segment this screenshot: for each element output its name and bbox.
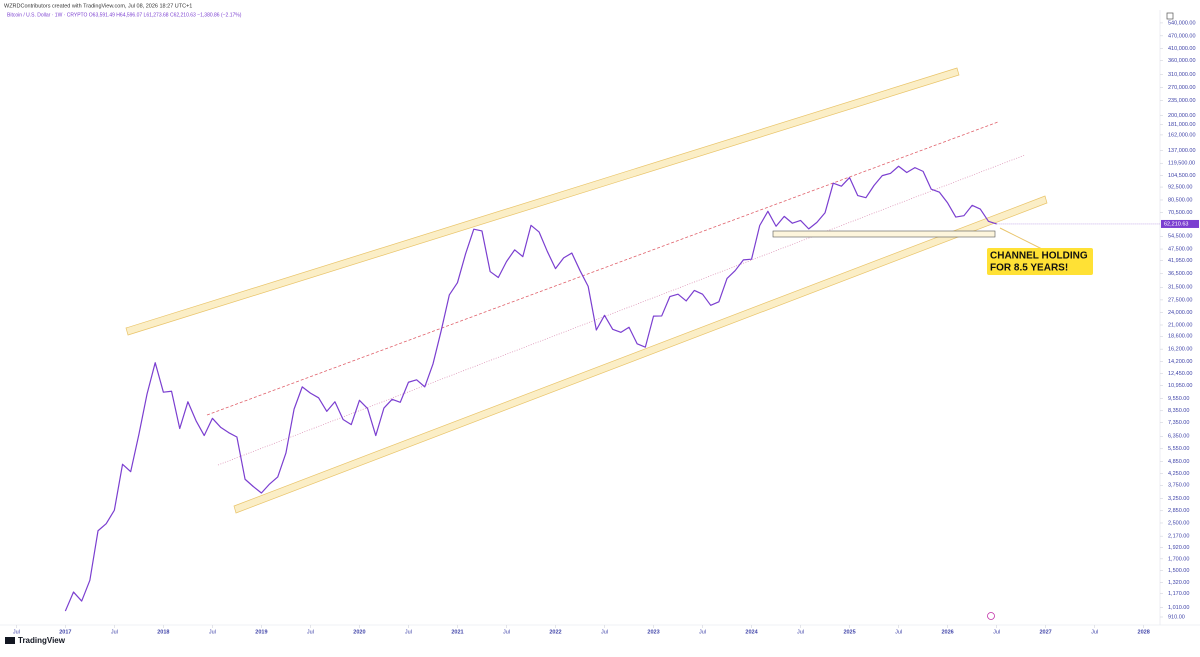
x-tick-label: 2025: [843, 629, 855, 635]
y-tick-label: 181,000.00: [1168, 122, 1196, 128]
y-tick-label: 70,500.00: [1168, 210, 1192, 216]
y-tick-label: 540,000.00: [1168, 20, 1196, 26]
y-tick-label: 137,000.00: [1168, 148, 1196, 154]
y-tick-label: 10,950.00: [1168, 383, 1192, 389]
x-tick-label: 2027: [1040, 629, 1052, 635]
mid-channel-line: [206, 121, 999, 416]
x-tick-label: 2028: [1138, 629, 1150, 635]
price-line: [64, 165, 997, 612]
event-icon[interactable]: [987, 612, 995, 620]
y-tick-label: 3,750.00: [1168, 483, 1189, 489]
y-tick-label: 47,500.00: [1168, 247, 1192, 253]
logo: TradingView: [18, 636, 66, 645]
y-tick-label: 54,500.00: [1168, 234, 1192, 240]
x-tick-label: Jul: [1091, 629, 1098, 635]
y-tick-label: 5,550.00: [1168, 446, 1189, 452]
y-tick-label: 27,500.00: [1168, 297, 1192, 303]
annotation-line: FOR 8.5 YEARS!: [990, 263, 1068, 274]
x-tick-label: Jul: [405, 629, 412, 635]
y-tick-label: 104,500.00: [1168, 173, 1196, 179]
y-tick-label: 410,000.00: [1168, 46, 1196, 52]
x-tick-label: Jul: [503, 629, 510, 635]
x-tick-label: Jul: [111, 629, 118, 635]
y-tick-label: 4,850.00: [1168, 459, 1189, 465]
x-tick-label: 2023: [647, 629, 659, 635]
x-tick-label: Jul: [601, 629, 608, 635]
y-tick-label: 310,000.00: [1168, 72, 1196, 78]
x-tick-label: Jul: [797, 629, 804, 635]
y-tick-label: 1,010.00: [1168, 605, 1189, 611]
x-tick-label: Jul: [895, 629, 902, 635]
y-tick-label: 1,700.00: [1168, 556, 1189, 562]
x-tick-label: Jul: [307, 629, 314, 635]
x-tick-label: 2018: [157, 629, 169, 635]
y-tick-label: 4,250.00: [1168, 471, 1189, 477]
y-tick-label: 2,850.00: [1168, 508, 1189, 514]
y-tick-label: 2,170.00: [1168, 534, 1189, 540]
y-tick-label: 910.00: [1168, 614, 1185, 620]
chart-title: WZRDContributors created with TradingVie…: [4, 3, 192, 9]
y-tick-label: 162,000.00: [1168, 132, 1196, 138]
y-tick-label: 3,250.00: [1168, 496, 1189, 502]
lower-channel: [233, 195, 1048, 514]
y-tick-label: 36,500.00: [1168, 271, 1192, 277]
x-tick-label: Jul: [209, 629, 216, 635]
x-tick-label: 2022: [549, 629, 561, 635]
x-tick-label: 2024: [745, 629, 758, 635]
x-tick-label: Jul: [13, 629, 20, 635]
upper-channel: [125, 67, 960, 336]
annotation-pointer: [999, 227, 1045, 251]
y-tick-label: 470,000.00: [1168, 33, 1196, 39]
axis-settings-icon[interactable]: [1166, 12, 1174, 20]
y-tick-label: 1,320.00: [1168, 580, 1189, 586]
last-price-label: 62,210.63: [1164, 221, 1188, 227]
x-tick-label: 2021: [451, 629, 463, 635]
y-tick-label: 41,950.00: [1168, 258, 1192, 264]
y-tick-label: 200,000.00: [1168, 113, 1196, 119]
y-tick-label: 9,550.00: [1168, 396, 1189, 402]
y-tick-label: 360,000.00: [1168, 58, 1196, 64]
y-tick-label: 31,500.00: [1168, 285, 1192, 291]
support-zone: [772, 230, 996, 238]
y-tick-label: 14,200.00: [1168, 359, 1192, 365]
y-tick-label: 8,350.00: [1168, 408, 1189, 414]
x-tick-label: 2020: [353, 629, 365, 635]
x-tick-label: Jul: [699, 629, 706, 635]
logo-icon: [5, 637, 15, 644]
chart-subtitle: Bitcoin / U.S. Dollar · 1W · CRYPTO O63,…: [7, 12, 242, 18]
last-price-box: [1161, 219, 1199, 228]
y-tick-label: 235,000.00: [1168, 98, 1196, 104]
y-tick-label: 1,170.00: [1168, 591, 1189, 597]
y-tick-label: 80,500.00: [1168, 197, 1192, 203]
y-tick-label: 16,200.00: [1168, 347, 1192, 353]
x-tick-label: Jul: [993, 629, 1000, 635]
y-tick-label: 12,450.00: [1168, 371, 1192, 377]
annotation-line: CHANNEL HOLDING: [990, 251, 1088, 262]
y-tick-label: 24,000.00: [1168, 310, 1192, 316]
y-tick-label: 21,000.00: [1168, 322, 1192, 328]
x-tick-label: 2026: [941, 629, 953, 635]
inner-channel-line: [217, 154, 1026, 466]
y-tick-label: 119,500.00: [1168, 161, 1195, 167]
y-tick-label: 6,350.00: [1168, 434, 1189, 440]
y-tick-label: 92,500.00: [1168, 185, 1192, 191]
x-tick-label: 2017: [59, 629, 71, 635]
y-tick-label: 1,920.00: [1168, 545, 1189, 551]
x-tick-label: 2019: [255, 629, 267, 635]
plot: 540,000.00 470,000.00 410,000.00 360,000.00…: [13, 20, 1199, 635]
y-tick-label: 7,350.00: [1168, 420, 1189, 426]
y-tick-label: 2,500.00: [1168, 520, 1189, 526]
y-tick-label: 270,000.00: [1168, 85, 1196, 91]
annotation-box: [987, 248, 1093, 275]
y-tick-label: 18,600.00: [1168, 334, 1192, 340]
y-tick-label: 1,500.00: [1168, 568, 1189, 574]
